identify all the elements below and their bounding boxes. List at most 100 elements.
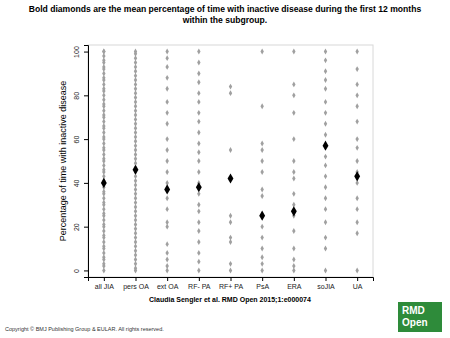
- point: [229, 84, 232, 90]
- point: [324, 110, 327, 116]
- point: [197, 158, 200, 164]
- y-tick-mark: [84, 227, 88, 228]
- y-tick: 100: [73, 46, 88, 58]
- x-tick-label: ext OA: [157, 283, 179, 290]
- point: [165, 99, 168, 105]
- point: [102, 267, 105, 273]
- x-tick-label: ERA: [287, 283, 302, 290]
- point: [324, 121, 327, 127]
- point: [197, 130, 200, 136]
- x-tick-label: PsA: [256, 283, 269, 290]
- y-tick-mark: [84, 270, 88, 271]
- y-tick-label: 0: [73, 269, 80, 273]
- point: [260, 147, 263, 153]
- point: [324, 206, 327, 212]
- point: [165, 250, 168, 256]
- point: [165, 55, 168, 61]
- point: [324, 99, 327, 105]
- x-tick: soJIA: [317, 277, 335, 290]
- point: [355, 103, 358, 109]
- x-tick: ext OA: [157, 277, 179, 290]
- point: [165, 257, 168, 263]
- point: [324, 235, 327, 241]
- point: [165, 86, 168, 92]
- point: [260, 224, 263, 230]
- point: [260, 254, 263, 260]
- point: [292, 81, 295, 87]
- x-tick-mark: [167, 277, 168, 281]
- point: [165, 195, 168, 201]
- x-tick: RF+ PA: [219, 277, 244, 290]
- point: [324, 246, 327, 252]
- point: [324, 184, 327, 190]
- point: [355, 267, 358, 273]
- mean-diamond: [196, 182, 202, 192]
- point: [197, 267, 200, 273]
- point: [165, 110, 168, 116]
- y-axis-line: [84, 46, 89, 278]
- point: [197, 259, 200, 265]
- point: [292, 267, 295, 273]
- mean-diamond: [228, 173, 234, 183]
- point: [355, 49, 358, 55]
- point: [355, 66, 358, 72]
- x-tick-mark: [326, 277, 327, 281]
- mean-diamond: [354, 171, 360, 181]
- point: [355, 92, 358, 98]
- x-axis: all JIApers OAext OARF- PARF+ PAPsAERAso…: [89, 277, 374, 291]
- point: [324, 154, 327, 160]
- point: [260, 169, 263, 175]
- point: [292, 176, 295, 182]
- point: [165, 121, 168, 127]
- y-tick-label: 20: [73, 223, 80, 231]
- point: [355, 119, 358, 125]
- point: [324, 68, 327, 74]
- point: [197, 169, 200, 175]
- point: [324, 173, 327, 179]
- point: [197, 110, 200, 116]
- point: [292, 158, 295, 164]
- point: [165, 241, 168, 247]
- point: [197, 239, 200, 245]
- x-axis-line: [89, 278, 374, 282]
- point: [292, 136, 295, 142]
- point: [165, 75, 168, 81]
- title: within the subgroup.: [182, 15, 268, 25]
- marks: [101, 49, 360, 274]
- point: [324, 57, 327, 63]
- point: [355, 195, 358, 201]
- title: Bold diamonds are the mean percentage of…: [29, 4, 422, 14]
- point: [197, 250, 200, 256]
- point: [165, 206, 168, 212]
- point: [165, 169, 168, 175]
- x-tick: RF- PA: [188, 277, 211, 290]
- point: [260, 49, 263, 55]
- point: [165, 64, 168, 70]
- point: [292, 110, 295, 116]
- x-tick-label: UA: [353, 283, 363, 290]
- point: [229, 261, 232, 267]
- point: [229, 267, 232, 273]
- y-tick-label: 100: [73, 46, 80, 58]
- y-tick-mark: [84, 183, 88, 184]
- point: [324, 195, 327, 201]
- y-tick-mark: [84, 95, 88, 96]
- mean-diamond: [291, 206, 297, 216]
- y-tick-mark: [84, 139, 88, 140]
- point: [197, 79, 200, 85]
- point: [292, 246, 295, 252]
- point: [355, 230, 358, 236]
- point: [355, 136, 358, 142]
- logo-text: RMD: [402, 305, 425, 316]
- point: [292, 49, 295, 55]
- y-tick: 20: [73, 223, 88, 231]
- point: [260, 141, 263, 147]
- point: [292, 228, 295, 234]
- point: [197, 202, 200, 208]
- x-tick: UA: [353, 277, 363, 290]
- point: [197, 49, 200, 55]
- point: [165, 147, 168, 153]
- point: [197, 60, 200, 66]
- x-tick: all JIA: [95, 277, 114, 290]
- mean-diamond: [101, 178, 107, 188]
